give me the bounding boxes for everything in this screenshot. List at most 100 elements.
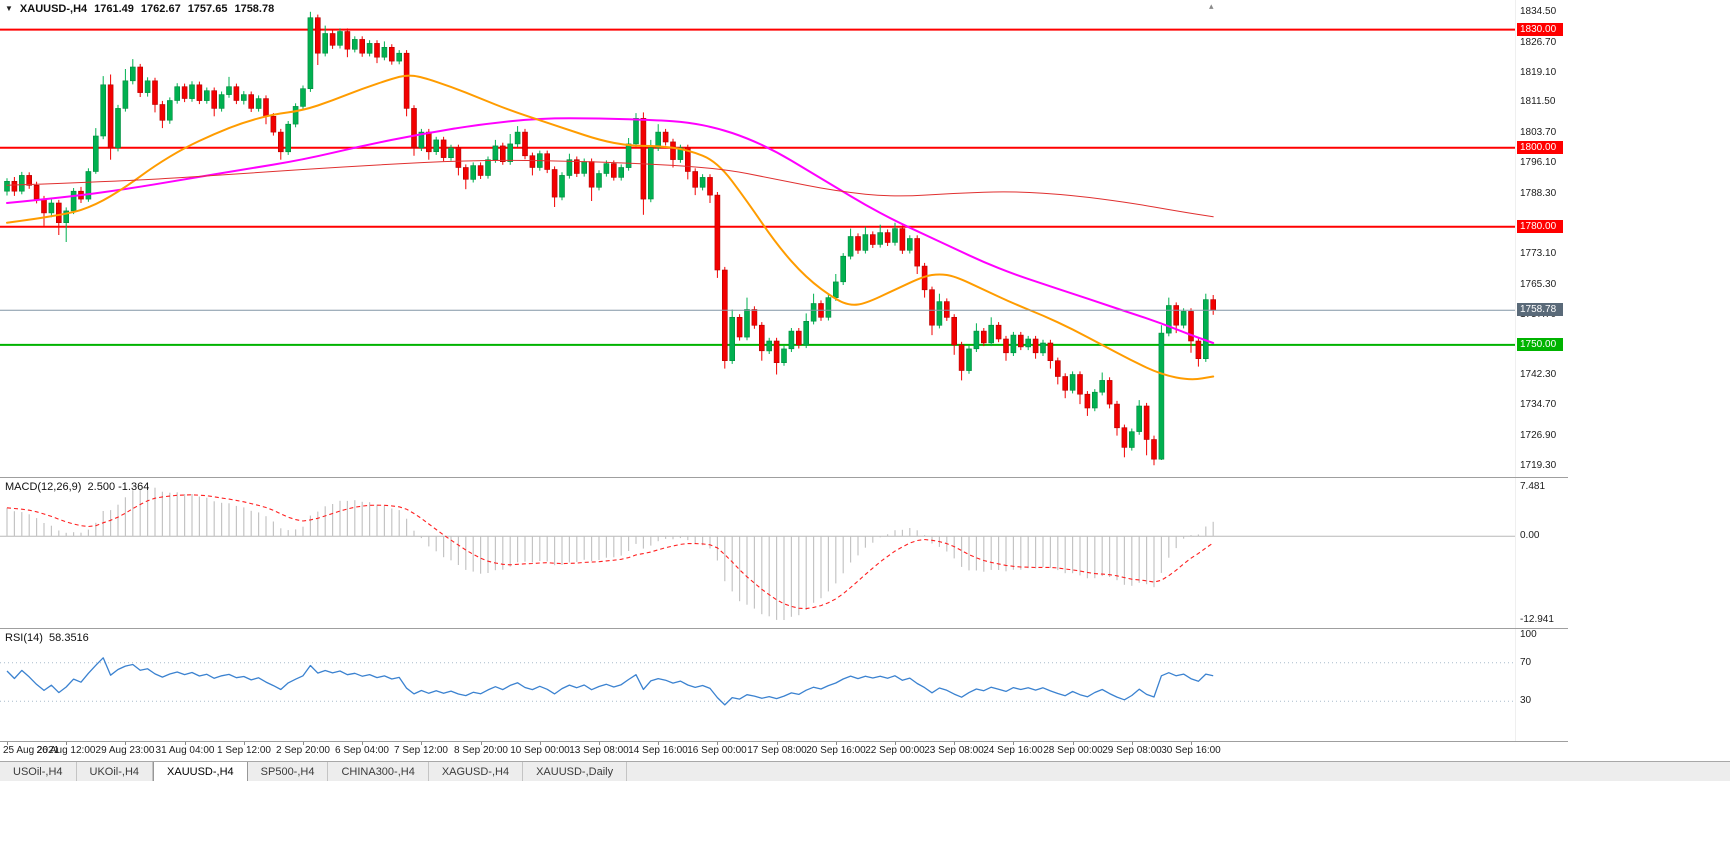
time-axis-tick (599, 742, 600, 745)
time-axis-label: 31 Aug 04:00 (155, 745, 215, 756)
time-axis-tick (658, 742, 659, 745)
price-axis-label: 1719.30 (1520, 460, 1557, 471)
time-axis-tick (421, 742, 422, 745)
panel-divider[interactable] (0, 628, 1568, 629)
macd-name: MACD(12,26,9) (5, 481, 82, 493)
rsi-axis-70-label: 70 (1520, 657, 1532, 668)
price-axis-label: 1765.30 (1520, 279, 1557, 290)
time-axis-tick (777, 742, 778, 745)
tab-xauusd-daily[interactable]: XAUUSD-,Daily (523, 762, 628, 781)
macd-axis-max-label: 7.481 (1520, 481, 1546, 492)
chart-shift-marker[interactable]: ▴ (1209, 1, 1214, 11)
rsi-value: 58.3516 (49, 632, 89, 644)
rsi-axis-30-label: 30 (1520, 695, 1532, 706)
price-axis[interactable]: 7.481 0.00 -12.941 100 70 30 1834.50 1826… (1515, 0, 1730, 760)
time-axis-label: 23 Sep 08:00 (924, 745, 984, 756)
time-axis-label: 16 Sep 00:00 (687, 745, 747, 756)
price-axis-label: 1742.30 (1520, 369, 1557, 380)
time-axis-tick (1013, 742, 1014, 745)
price-axis-label: 1834.50 (1520, 6, 1557, 17)
time-axis-label: 13 Sep 08:00 (569, 745, 629, 756)
time-axis-tick (185, 742, 186, 745)
time-axis-label: 10 Sep 00:00 (510, 745, 570, 756)
tab-label: CHINA300-,H4 (341, 765, 415, 778)
time-axis-tick (1073, 742, 1074, 745)
time-axis-label: 7 Sep 12:00 (394, 745, 448, 756)
time-axis-label: 24 Sep 16:00 (983, 745, 1043, 756)
price-level-badge: 1830.00 (1517, 23, 1563, 36)
price-axis-label: 1796.10 (1520, 157, 1557, 168)
time-axis-tick (481, 742, 482, 745)
price-axis-label: 1734.70 (1520, 399, 1557, 410)
time-axis-label: 29 Sep 08:00 (1102, 745, 1162, 756)
time-axis-tick (66, 742, 67, 745)
time-axis-tick (1132, 742, 1133, 745)
chart-header: ▼ XAUUSD-,H4 1761.49 1762.67 1757.65 175… (5, 3, 274, 15)
panel-divider[interactable] (0, 477, 1568, 478)
time-axis-label: 14 Sep 16:00 (628, 745, 688, 756)
macd-axis-zero-label: 0.00 (1520, 530, 1540, 541)
time-axis-label: 30 Sep 16:00 (1161, 745, 1221, 756)
time-axis-tick (125, 742, 126, 745)
ma-red (6, 159, 1214, 218)
chart-symbol-label: XAUUSD-,H4 (19, 3, 88, 15)
symbol-dropdown-icon[interactable]: ▼ (5, 4, 13, 13)
tab-label: XAUUSD-,H4 (167, 765, 234, 778)
time-axis-label: 17 Sep 08:00 (747, 745, 807, 756)
price-axis-label: 1819.10 (1520, 67, 1557, 78)
time-axis-label: 1 Sep 12:00 (217, 745, 271, 756)
price-axis-label: 1726.90 (1520, 430, 1557, 441)
tab-china300-h4[interactable]: CHINA300-,H4 (328, 762, 429, 781)
time-axis-label: 29 Aug 23:00 (95, 745, 155, 756)
price-axis-label: 1773.10 (1520, 248, 1557, 259)
time-axis-label: 2 Sep 20:00 (276, 745, 330, 756)
time-axis-label: 6 Sep 04:00 (335, 745, 389, 756)
tab-label: UKOil-,H4 (89, 765, 140, 778)
tab-label: XAUUSD-,Daily (536, 765, 614, 778)
time-axis-tick (540, 742, 541, 745)
price-axis-label: 1826.70 (1520, 37, 1557, 48)
time-axis-tick (895, 742, 896, 745)
ma-magenta (6, 117, 1215, 344)
price-axis-label: 1803.70 (1520, 127, 1557, 138)
time-axis-label: 28 Sep 00:00 (1043, 745, 1103, 756)
time-axis-label: 20 Sep 16:00 (806, 745, 866, 756)
time-axis-tick (836, 742, 837, 745)
rsi-indicator-label: RSI(14) 58.3516 (5, 632, 89, 644)
tab-xagusd-h4[interactable]: XAGUSD-,H4 (428, 762, 524, 781)
time-axis-tick (244, 742, 245, 745)
ma-orange (6, 74, 1215, 381)
time-axis-label: 25 Aug 2021 (3, 745, 60, 756)
price-axis-label: 1811.50 (1520, 96, 1556, 107)
chart-high-value: 1762.67 (140, 3, 181, 15)
time-axis-tick (954, 742, 955, 745)
price-level-badge: 1780.00 (1517, 220, 1563, 233)
tab-label: USOil-,H4 (13, 765, 63, 778)
time-axis-tick (7, 742, 8, 745)
time-axis-tick (717, 742, 718, 745)
tab-sp500-h4[interactable]: SP500-,H4 (247, 762, 329, 781)
time-axis-tick (362, 742, 363, 745)
chart-low-value: 1757.65 (187, 3, 228, 15)
time-axis-tick (303, 742, 304, 745)
price-axis-label: 1788.30 (1520, 188, 1557, 199)
price-level-badge: 1800.00 (1517, 141, 1563, 154)
price-level-badge: 1758.78 (1517, 303, 1563, 316)
macd-values: 2.500 -1.364 (87, 481, 150, 493)
chart-close-value: 1758.78 (234, 3, 275, 15)
tab-label: SP500-,H4 (260, 765, 315, 778)
tab-xauusd-h4[interactable]: XAUUSD-,H4 (153, 762, 248, 781)
macd-axis-min-label: -12.941 (1520, 614, 1554, 625)
chart-canvas[interactable] (0, 0, 1515, 760)
tab-usoil-h4[interactable]: USOil-,H4 (0, 762, 77, 781)
tab-ukoil-h4[interactable]: UKOil-,H4 (76, 762, 154, 781)
time-axis-label: 26 Aug 12:00 (36, 745, 96, 756)
time-axis-label: 22 Sep 00:00 (865, 745, 925, 756)
price-level-badge: 1750.00 (1517, 338, 1563, 351)
panel-divider (0, 741, 1568, 742)
time-axis-tick (1191, 742, 1192, 745)
chart-open-value: 1761.49 (94, 3, 134, 15)
tab-label: XAGUSD-,H4 (441, 765, 510, 778)
chart-tab-bar: USOil-,H4 UKOil-,H4 XAUUSD-,H4 SP500-,H4… (0, 761, 1730, 781)
